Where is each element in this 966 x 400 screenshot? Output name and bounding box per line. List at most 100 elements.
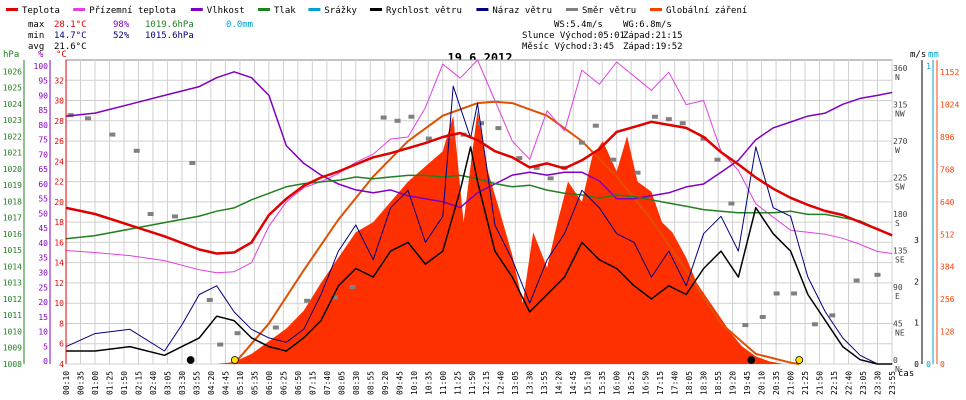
radiation-tick-label: 256	[940, 295, 955, 304]
series-humidity	[66, 71, 893, 209]
wind-direction-mark	[773, 291, 780, 296]
x-tick-label: 07:15	[308, 371, 317, 395]
stat-min-pressure: 1015.6hPa	[145, 31, 194, 41]
info-ws: WS:5.4m/s	[554, 20, 603, 30]
wind-direction-mark	[811, 322, 818, 327]
x-tick-label: 03:55	[192, 371, 201, 395]
pressure-tick-label: 1009	[3, 344, 22, 353]
legend-label-5: Rychlost větru	[386, 6, 462, 16]
x-tick-label: 22:40	[845, 371, 854, 395]
series-wind-gust	[65, 85, 893, 365]
legend-swatch-8	[650, 8, 662, 11]
stat-max-humidity: 98%	[113, 20, 130, 30]
x-tick-label: 01:25	[105, 371, 114, 395]
wind-direction-mark	[331, 295, 338, 300]
wind-direction-mark	[853, 278, 860, 283]
humidity-tick-label: 35	[38, 254, 48, 263]
x-tick-label: 18:30	[700, 371, 709, 395]
wind-direction-mark	[133, 148, 140, 153]
temperature-tick-label: 10	[54, 299, 64, 308]
sun-rise-marker	[230, 356, 239, 364]
direction-compass-label: S	[895, 219, 900, 228]
direction-tick-label: 360	[893, 64, 908, 73]
x-tick-label: 22:15	[830, 371, 839, 395]
x-tick-label: 05:35	[250, 371, 259, 395]
x-tick-label: 00:35	[76, 371, 85, 395]
direction-tick-label: 45	[893, 320, 903, 329]
humidity-tick-label: 80	[38, 121, 48, 130]
wind-axis-label: m/s	[910, 50, 926, 60]
x-tick-label: 01:00	[91, 371, 100, 395]
legend-label-8: Globální záření	[666, 6, 747, 16]
x-tick-label: 23:30	[874, 371, 883, 395]
legend-label-7: Směr větru	[582, 6, 636, 16]
humidity-tick-label: 70	[38, 150, 48, 159]
wind-direction-mark	[665, 117, 672, 122]
x-tick-label: 08:30	[352, 371, 361, 395]
stat-min-temp: 14.7°C	[54, 31, 87, 41]
radiation-tick-label: 1024	[940, 101, 959, 110]
pressure-tick-label: 1010	[3, 327, 22, 336]
x-tick-label: 21:00	[787, 371, 796, 395]
legend-label-0: Teplota	[22, 6, 60, 16]
series-pressure	[66, 174, 893, 240]
radiation-tick-label: 0	[940, 360, 945, 369]
right-axes: 0N45NE90E135SE180S225SW270W315NW360N0123…	[893, 60, 959, 374]
x-tick-label: 00:10	[62, 371, 71, 395]
humidity-tick-label: 0	[43, 357, 48, 366]
wind-direction-mark	[189, 160, 196, 165]
humidity-tick-label: 45	[38, 224, 48, 233]
legend-swatch-2	[190, 8, 203, 11]
x-tick-label: 08:55	[366, 371, 375, 395]
info-sun-set: Západ:21:15	[623, 31, 683, 41]
pressure-tick-label: 1012	[3, 295, 22, 304]
wind-direction-mark	[408, 114, 415, 119]
x-tick-label: 02:15	[134, 371, 143, 395]
stat-max-temp: 28.1°C	[54, 20, 87, 30]
wind-direction-mark	[634, 170, 641, 175]
pressure-tick-label: 1025	[3, 84, 22, 93]
direction-tick-label: 135	[893, 247, 908, 256]
wind-direction-mark	[495, 126, 502, 131]
humidity-tick-label: 50	[38, 209, 48, 218]
direction-tick-label: 0	[893, 356, 898, 365]
humidity-tick-label: 10	[38, 328, 48, 337]
wind-direction-mark	[349, 284, 356, 289]
direction-tick-label: 270	[893, 137, 908, 146]
wind-direction-mark	[578, 140, 585, 145]
x-tick-label: 09:20	[381, 371, 390, 395]
legend-swatch-5	[370, 8, 382, 11]
plot-area	[65, 59, 893, 365]
x-tick-label: 20:10	[758, 371, 767, 395]
temperature-tick-label: 12	[54, 279, 64, 288]
humidity-axis-label: %	[38, 50, 44, 60]
pressure-tick-label: 1015	[3, 246, 22, 255]
temperature-tick-label: 26	[54, 137, 64, 146]
x-tick-label: 02:40	[149, 371, 158, 395]
direction-tick-label: 90	[893, 283, 903, 292]
pressure-tick-label: 1024	[3, 100, 22, 109]
x-tick-label: 13:55	[540, 371, 549, 395]
x-tick-label: 06:25	[279, 371, 288, 395]
x-tick-label: 03:05	[163, 371, 172, 395]
x-tick-label: 11:00	[439, 371, 448, 395]
humidity-tick-label: 55	[38, 195, 48, 204]
x-tick-label: 04:45	[221, 371, 230, 395]
radiation-tick-label: 640	[940, 198, 955, 207]
direction-compass-label: E	[895, 292, 900, 301]
temperature-tick-label: 32	[54, 76, 64, 85]
x-tick-label: 09:45	[395, 371, 404, 395]
x-tick-label: 10:10	[410, 371, 419, 395]
x-tick-label: 21:50	[816, 371, 825, 395]
stat-avg-temp: 21.6°C	[54, 42, 87, 52]
x-tick-label: 16:25	[627, 371, 636, 395]
temperature-tick-label: 24	[54, 157, 64, 166]
wind-direction-mark	[206, 297, 213, 302]
stat-avg-label: avg	[28, 42, 44, 52]
info-sun: Slunce Východ:05:01	[522, 31, 625, 41]
wind-direction-mark	[478, 121, 485, 126]
direction-tick-label: 180	[893, 210, 908, 219]
humidity-tick-label: 100	[34, 62, 49, 71]
humidity-tick-label: 60	[38, 180, 48, 189]
info-moon-set: Západ:19:52	[623, 42, 683, 52]
